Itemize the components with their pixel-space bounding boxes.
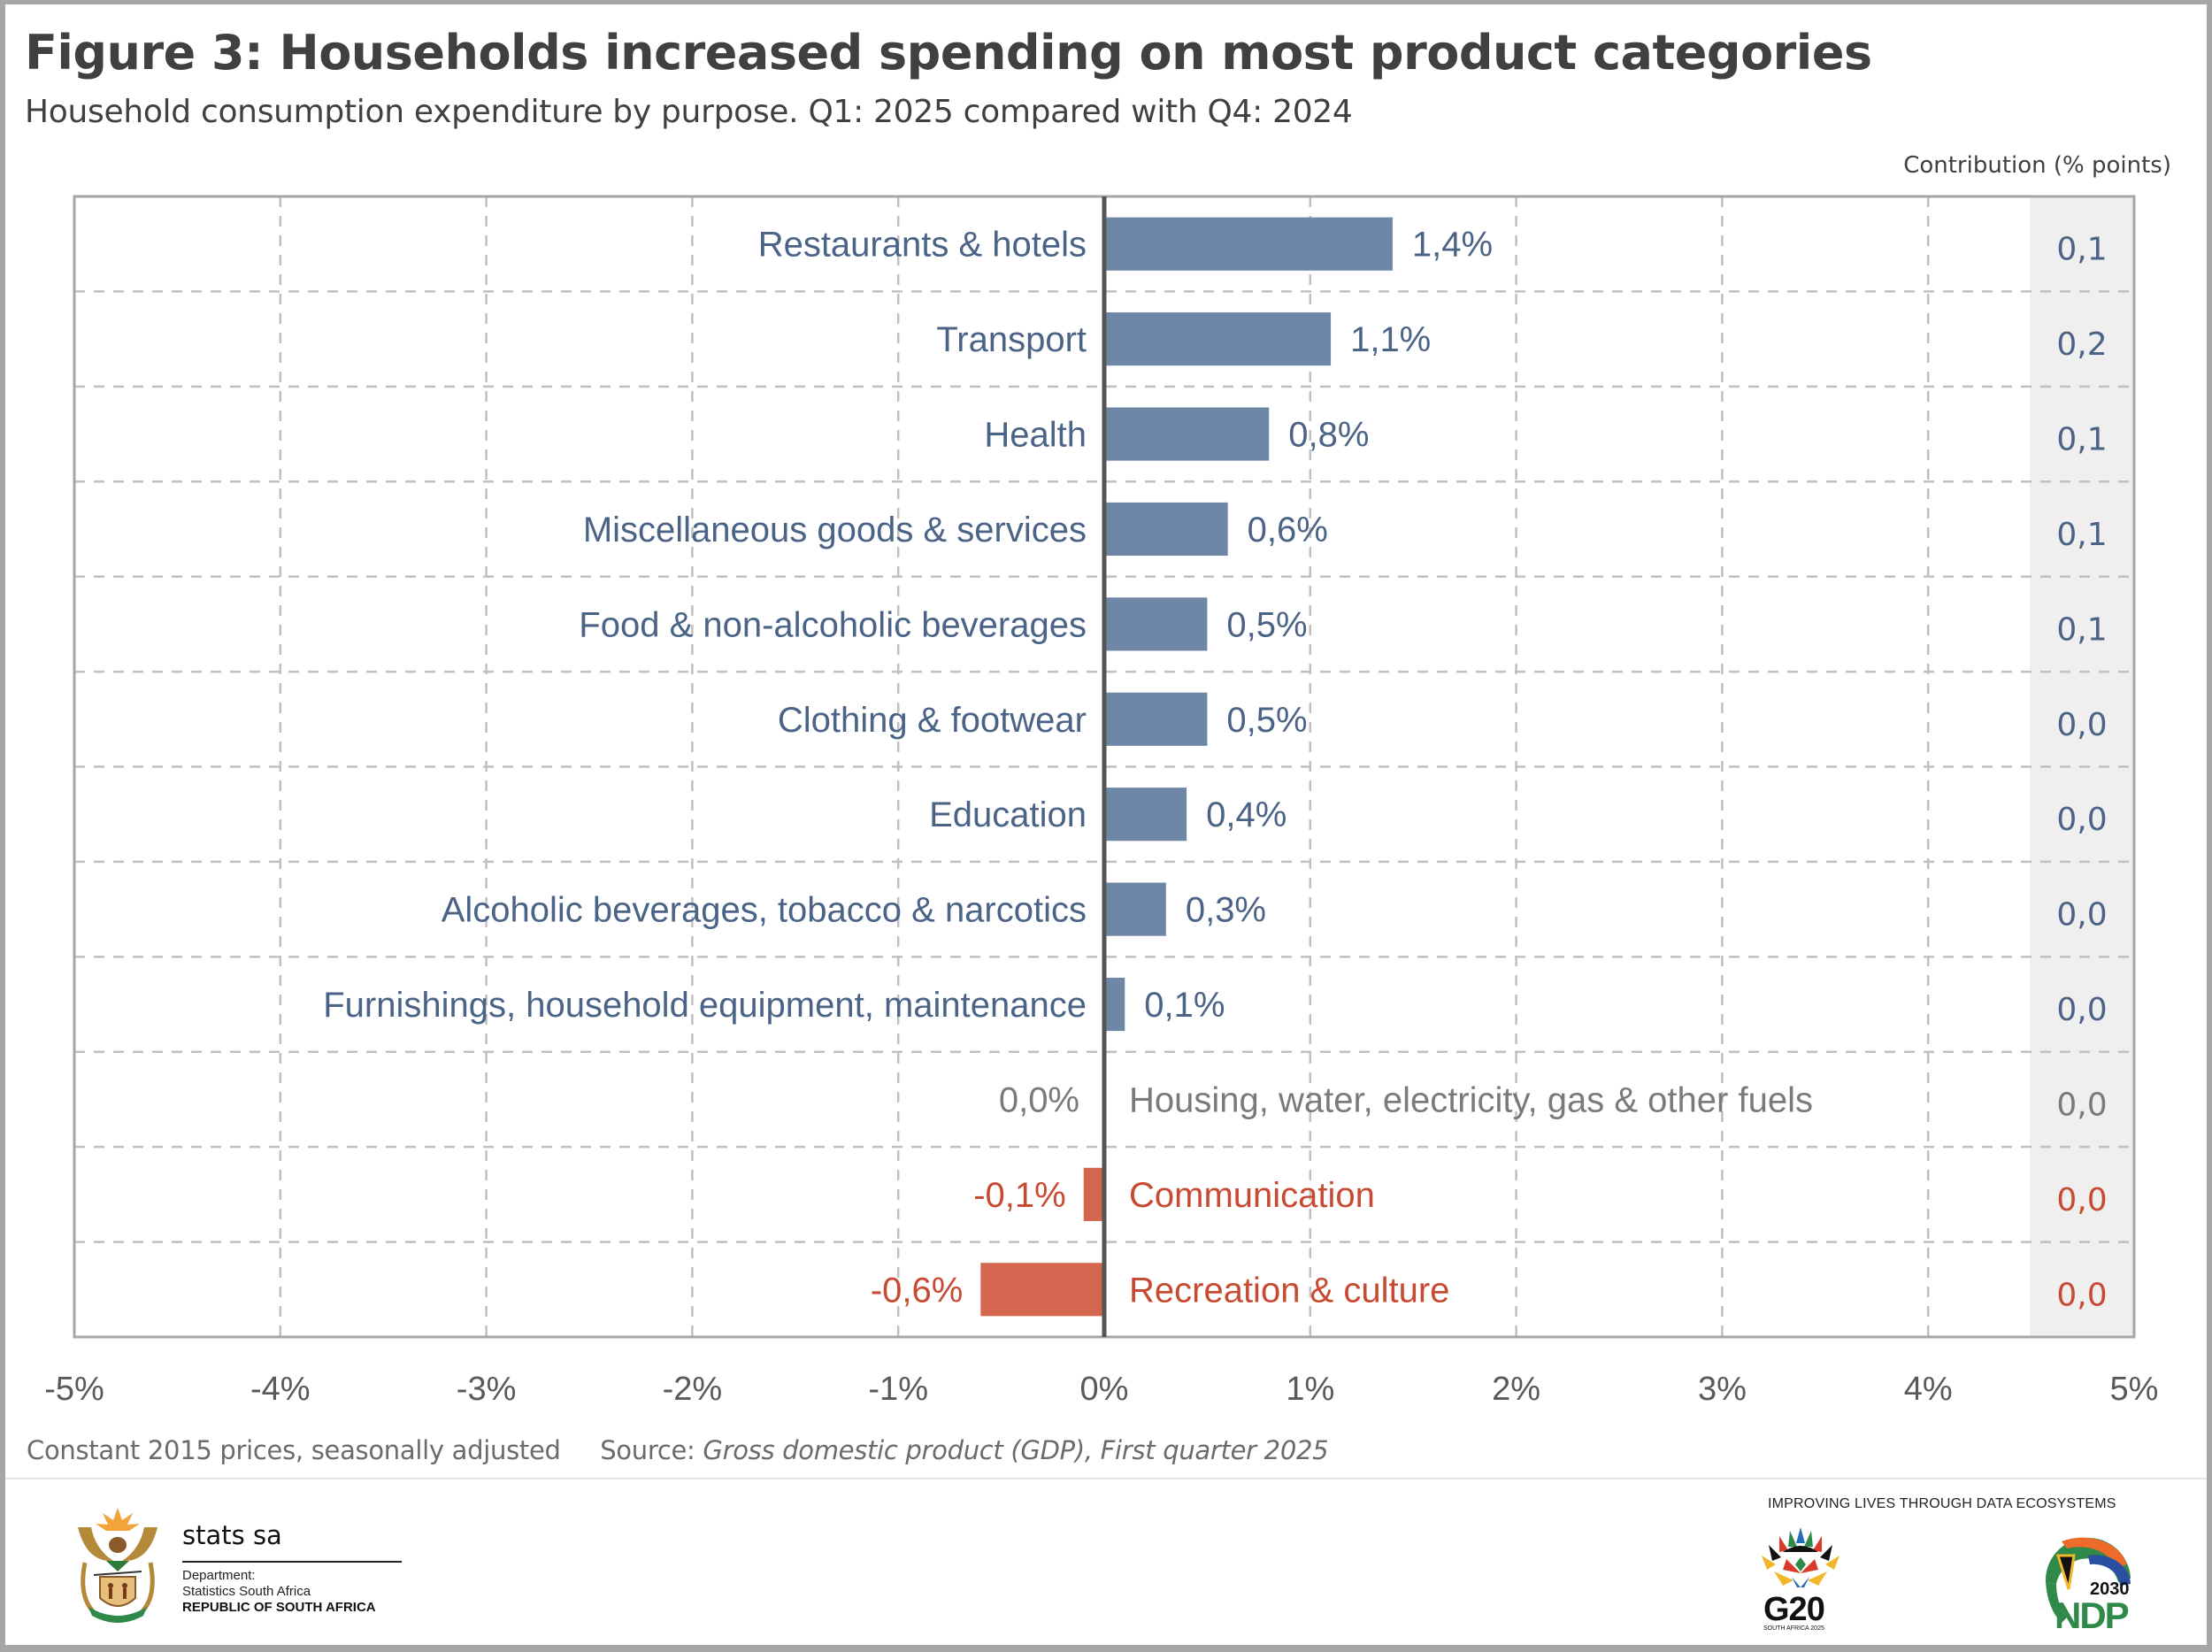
x-tick-label: 3% — [1698, 1371, 1747, 1408]
figure-title: Figure 3: Households increased spending … — [25, 25, 1872, 81]
x-tick-label: -5% — [44, 1371, 104, 1408]
category-label: Education — [929, 795, 1087, 834]
statssa-logo: stats sa Department: Statistics South Af… — [69, 1501, 423, 1633]
bar — [1104, 977, 1125, 1032]
coat-of-arms-icon — [78, 1508, 157, 1623]
x-tick-label: -1% — [868, 1371, 928, 1408]
ndp-year: 2030 — [2090, 1579, 2130, 1599]
category-label: Food & non-alcoholic beverages — [579, 605, 1087, 644]
g20-text: G20 — [1763, 1591, 1825, 1628]
data-label: 1,4% — [1412, 226, 1493, 265]
bar — [1104, 217, 1393, 271]
x-tick-label: 1% — [1286, 1371, 1334, 1408]
x-tick-label: -2% — [663, 1371, 723, 1408]
prices-note: Constant 2015 prices, seasonally adjuste… — [27, 1435, 561, 1465]
contribution-value: 0,1 — [2056, 422, 2107, 458]
bar — [1104, 502, 1228, 557]
contribution-value: 0,0 — [2056, 802, 2107, 838]
category-label: Furnishings, household equipment, mainte… — [323, 986, 1087, 1025]
bar — [980, 1263, 1104, 1317]
contribution-value: 0,0 — [2056, 1182, 2107, 1218]
statssa-country: REPUBLIC OF SOUTH AFRICA — [182, 1600, 376, 1615]
contribution-value: 0,1 — [2056, 232, 2107, 268]
bar — [1104, 597, 1208, 651]
source-label: Source: — [600, 1435, 695, 1465]
data-label: -0,6% — [871, 1271, 964, 1310]
category-label: Alcoholic beverages, tobacco & narcotics — [442, 891, 1087, 930]
data-label: 0,4% — [1206, 795, 1286, 834]
bar — [1104, 312, 1332, 366]
data-label: 0,3% — [1186, 891, 1266, 930]
ndp-logo: 2030 NDP — [2035, 1529, 2141, 1636]
bar — [1104, 407, 1270, 461]
x-tick-label: -4% — [250, 1371, 311, 1408]
statssa-rule — [182, 1561, 402, 1563]
g20-logo: G20 SOUTH AFRICA 2025 — [1756, 1524, 1854, 1639]
footer-note: Constant 2015 prices, seasonally adjuste… — [27, 1435, 1329, 1465]
contribution-column-header: Contribution (% points) — [1903, 152, 2171, 179]
contribution-value: 0,2 — [2056, 327, 2107, 363]
data-label: 0,0% — [999, 1080, 1079, 1119]
contribution-value: 0,0 — [2056, 992, 2107, 1028]
bar — [1083, 1167, 1104, 1221]
data-label: -0,1% — [973, 1176, 1066, 1215]
contribution-value: 0,0 — [2056, 1087, 2107, 1123]
category-label: Health — [984, 416, 1087, 455]
figure-subtitle: Household consumption expenditure by pur… — [25, 94, 1353, 130]
source-title: Gross domestic product (GDP), First quar… — [703, 1435, 1329, 1465]
contribution-value: 0,1 — [2056, 517, 2107, 553]
x-tick-label: 2% — [1492, 1371, 1540, 1408]
data-label: 0,1% — [1144, 986, 1225, 1025]
contribution-value: 0,1 — [2056, 611, 2107, 648]
bar — [1104, 882, 1166, 936]
statssa-name: stats sa — [182, 1520, 282, 1550]
contribution-value: 0,0 — [2056, 1277, 2107, 1313]
bar — [1104, 692, 1208, 746]
tagline: IMPROVING LIVES THROUGH DATA ECOSYSTEMS — [1768, 1496, 2116, 1511]
ndp-text: NDP — [2055, 1594, 2129, 1635]
statssa-department: Department: Statistics South Africa — [182, 1568, 311, 1600]
dept-label: Department: — [182, 1568, 256, 1583]
x-tick-label: -3% — [457, 1371, 517, 1408]
ndp-flag-icon: 2030 NDP — [2045, 1537, 2131, 1636]
category-label: Recreation & culture — [1129, 1271, 1449, 1310]
data-label: 0,5% — [1226, 701, 1307, 740]
x-tick-label: 4% — [1904, 1371, 1953, 1408]
category-label: Clothing & footwear — [778, 701, 1087, 740]
data-label: 0,6% — [1248, 511, 1328, 549]
footer-divider — [5, 1478, 2207, 1479]
x-tick-label: 0% — [1080, 1371, 1129, 1408]
category-label: Miscellaneous goods & services — [583, 511, 1087, 549]
g20-subtext: SOUTH AFRICA 2025 — [1763, 1625, 1824, 1632]
data-label: 1,1% — [1350, 320, 1431, 359]
data-label: 0,8% — [1288, 416, 1369, 455]
category-label: Transport — [936, 320, 1087, 359]
bar-chart: Restaurants & hotels 1,4% 0,1 Transport 1,1%… — [44, 195, 2159, 1408]
bar — [1104, 788, 1187, 841]
data-label: 0,5% — [1226, 605, 1307, 644]
category-label: Communication — [1129, 1176, 1375, 1215]
protea-icon — [1762, 1527, 1839, 1587]
category-label: Restaurants & hotels — [758, 226, 1087, 265]
contribution-value: 0,0 — [2056, 707, 2107, 743]
dept-name: Statistics South Africa — [182, 1584, 311, 1599]
category-label: Housing, water, electricity, gas & other… — [1129, 1080, 1813, 1119]
x-tick-label: 5% — [2110, 1371, 2159, 1408]
contribution-value: 0,0 — [2056, 897, 2107, 934]
